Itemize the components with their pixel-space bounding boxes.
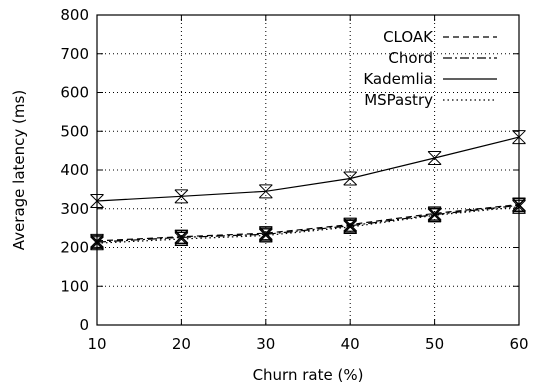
data-point-chord — [343, 218, 358, 233]
legend: CLOAK Chord Kademlia MSPastry — [363, 28, 497, 109]
legend-label-mspastry: MSPastry — [364, 91, 433, 109]
series-line-kademlia — [96, 136, 520, 202]
x-tick-label: 40 — [341, 335, 360, 353]
data-point-chord — [258, 227, 273, 242]
data-point-kademlia — [174, 189, 189, 204]
y-tick-label: 400 — [60, 161, 89, 179]
y-tick-label: 800 — [60, 6, 89, 24]
data-point-cloak — [343, 217, 358, 232]
plot-frame — [96, 14, 520, 326]
y-axis-label: Average latency (ms) — [10, 90, 28, 250]
grid-lines — [97, 15, 519, 325]
x-axis-label: Churn rate (%) — [253, 366, 364, 384]
data-point-mspastry — [258, 228, 273, 243]
y-tick-label: 700 — [60, 45, 89, 63]
data-points — [90, 130, 526, 251]
y-tick-label: 300 — [60, 200, 89, 218]
y-tick-label: 600 — [60, 84, 89, 102]
data-point-mspastry — [174, 231, 189, 246]
axis-ticks: 0 100 200 300 400 500 600 700 800 10 20 30 40 50 60 — [60, 6, 528, 353]
data-point-chord — [427, 207, 442, 222]
legend-label-cloak: CLOAK — [383, 28, 434, 46]
legend-label-kademlia: Kademlia — [363, 70, 433, 88]
x-tick-label: 10 — [87, 335, 106, 353]
y-tick-label: 200 — [60, 239, 89, 257]
data-point-kademlia — [427, 150, 442, 165]
data-point-cloak — [174, 229, 189, 244]
data-point-cloak — [427, 206, 442, 221]
x-tick-label: 20 — [172, 335, 191, 353]
data-point-kademlia — [258, 184, 273, 199]
data-point-mspastry — [343, 219, 358, 234]
x-tick-label: 60 — [509, 335, 528, 353]
series-line-chord — [96, 204, 520, 243]
x-tick-label: 30 — [256, 335, 275, 353]
legend-label-chord: Chord — [388, 49, 433, 67]
y-tick-label: 500 — [60, 122, 89, 140]
data-point-cloak — [258, 226, 273, 241]
series-line-cloak — [96, 203, 520, 242]
y-tick-label: 0 — [79, 316, 89, 334]
series-lines — [96, 136, 520, 244]
data-point-kademlia — [343, 171, 358, 186]
data-point-mspastry — [427, 208, 442, 223]
x-tick-label: 50 — [425, 335, 444, 353]
y-tick-label: 100 — [60, 277, 89, 295]
data-point-chord — [174, 230, 189, 245]
